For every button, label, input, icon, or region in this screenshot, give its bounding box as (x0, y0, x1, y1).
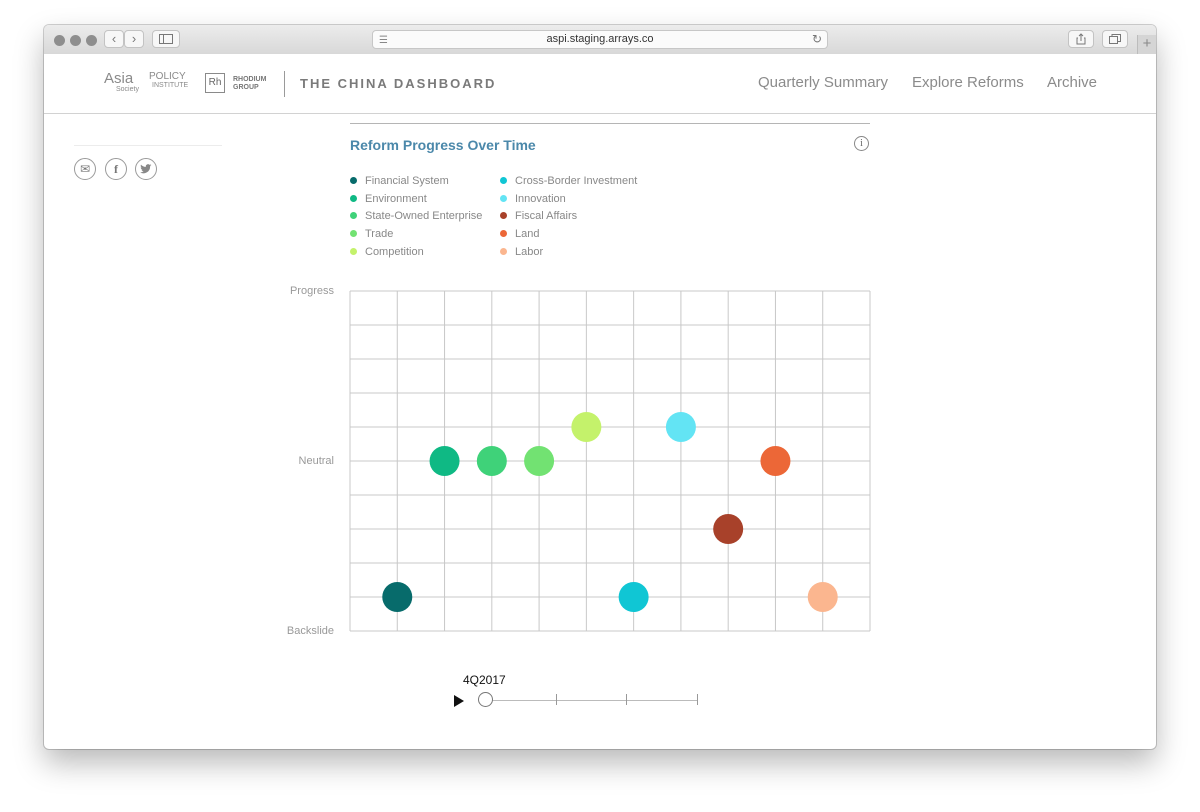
info-icon[interactable]: i (854, 136, 869, 151)
group-text: GROUP (233, 84, 259, 91)
chart-top-rule (350, 123, 870, 124)
dashboard-title[interactable]: THE CHINA DASHBOARD (300, 76, 497, 91)
url-text: aspi.staging.arrays.co (546, 33, 654, 45)
email-share-button[interactable]: ✉ (74, 158, 96, 180)
legend-item[interactable]: Fiscal Affairs (500, 210, 577, 222)
nav-quarterly-summary[interactable]: Quarterly Summary (758, 74, 889, 91)
current-quarter-label: 4Q2017 (463, 673, 506, 687)
tabs-icon (1109, 34, 1121, 44)
new-tab-icon[interactable]: + (1137, 35, 1156, 54)
y-tick-label: Backslide (286, 625, 334, 637)
minimize-window-button[interactable] (70, 35, 81, 46)
forward-button[interactable]: › (124, 30, 144, 48)
legend-label: Land (515, 228, 540, 241)
chart-title: Reform Progress Over Time (350, 137, 536, 153)
y-tick-label: Neutral (298, 455, 334, 467)
data-point-fiscal-affairs[interactable] (713, 514, 744, 544)
forward-icon: › (131, 31, 137, 46)
legend-label: Trade (365, 228, 394, 241)
legend-swatch (500, 212, 507, 220)
play-icon[interactable] (454, 695, 464, 707)
timeline-track[interactable] (486, 700, 698, 701)
legend-item[interactable]: State-Owned Enterprise (350, 210, 482, 222)
data-point-cross-border-investment[interactable] (618, 582, 649, 612)
legend-swatch (500, 177, 507, 184)
reload-icon[interactable]: ↻ (811, 32, 822, 46)
data-point-land[interactable] (760, 446, 791, 476)
tabs-overview-button[interactable] (1102, 30, 1128, 48)
share-divider (74, 145, 222, 146)
legend-swatch (350, 212, 357, 220)
header-divider (284, 71, 285, 97)
sidebar-toggle-button[interactable] (152, 30, 180, 48)
browser-titlebar: ‹ › ☰ aspi.staging.arrays.co ↻ + (44, 25, 1156, 55)
facebook-share-button[interactable]: f (105, 158, 127, 180)
scatter-plot (349, 290, 871, 632)
legend-label: Labor (515, 245, 544, 258)
back-button[interactable]: ‹ (104, 30, 124, 48)
legend-swatch (350, 247, 357, 255)
email-icon: ✉ (79, 162, 91, 176)
legend-label: Financial System (365, 175, 449, 187)
legend-item[interactable]: Labor (500, 246, 543, 258)
share-page-button[interactable] (1068, 30, 1094, 48)
back-icon: ‹ (111, 31, 117, 46)
legend-swatch (350, 194, 357, 202)
data-point-competition[interactable] (571, 412, 602, 442)
legend-item[interactable]: Environment (350, 193, 427, 205)
site-header: Asia POLICY Society INSTITUTE Rh RHODIUM… (44, 54, 1156, 114)
legend-swatch (350, 230, 357, 238)
legend-label: Cross-Border Investment (515, 175, 638, 187)
legend-item[interactable]: Land (500, 228, 539, 240)
policy-text: POLICY (149, 71, 186, 82)
legend-label: Environment (365, 192, 427, 205)
legend-item[interactable]: Competition (350, 246, 424, 258)
legend-swatch (500, 230, 507, 238)
y-tick-label: Progress (289, 285, 334, 297)
asia-logo-text: Asia (104, 70, 134, 87)
share-icon (1076, 33, 1086, 45)
rhodium-logo-mark[interactable]: Rh (205, 73, 225, 93)
reader-icon[interactable]: ☰ (379, 35, 388, 46)
legend-label: State-Owned Enterprise (365, 210, 483, 223)
nav-archive[interactable]: Archive (1047, 74, 1098, 91)
legend-item[interactable]: Financial System (350, 175, 449, 187)
legend-item[interactable]: Trade (350, 228, 393, 240)
institute-text: INSTITUTE (152, 82, 189, 89)
facebook-icon: f (114, 162, 118, 176)
legend-item[interactable]: Innovation (500, 193, 566, 205)
chart-legend: Financial System Environment State-Owned E… (350, 175, 680, 265)
nav-explore-reforms[interactable]: Explore Reforms (912, 74, 1024, 91)
data-point-innovation[interactable] (665, 412, 696, 442)
browser-window: ‹ › ☰ aspi.staging.arrays.co ↻ + Asia PO… (44, 25, 1156, 749)
legend-label: Competition (365, 245, 424, 258)
data-point-labor[interactable] (807, 582, 838, 612)
data-point-environment[interactable] (429, 446, 460, 476)
zoom-window-button[interactable] (86, 35, 97, 46)
society-text: Society (116, 86, 139, 93)
legend-swatch (500, 194, 507, 202)
data-point-financial-system[interactable] (382, 582, 413, 612)
twitter-icon (140, 164, 152, 174)
close-window-button[interactable] (54, 35, 65, 46)
data-point-state-owned-enterprise[interactable] (476, 446, 507, 476)
legend-item[interactable]: Cross-Border Investment (500, 175, 637, 187)
legend-swatch (500, 247, 507, 255)
legend-label: Innovation (515, 192, 566, 205)
twitter-share-button[interactable] (135, 158, 157, 180)
timeline-slider-handle[interactable] (478, 692, 493, 707)
legend-label: Fiscal Affairs (515, 210, 578, 223)
timeline-tick (697, 694, 698, 705)
sidebar-icon (159, 34, 173, 44)
timeline-tick (626, 694, 627, 705)
address-bar[interactable]: ☰ aspi.staging.arrays.co ↻ (372, 30, 828, 49)
asia-society-logo[interactable]: Asia POLICY Society INSTITUTE (104, 70, 188, 93)
data-point-trade[interactable] (524, 446, 555, 476)
legend-swatch (350, 177, 357, 184)
rhodium-text: RHODIUM (233, 76, 267, 83)
timeline-tick (556, 694, 557, 705)
rhodium-logo-text: RHODIUM GROUP (233, 76, 266, 92)
